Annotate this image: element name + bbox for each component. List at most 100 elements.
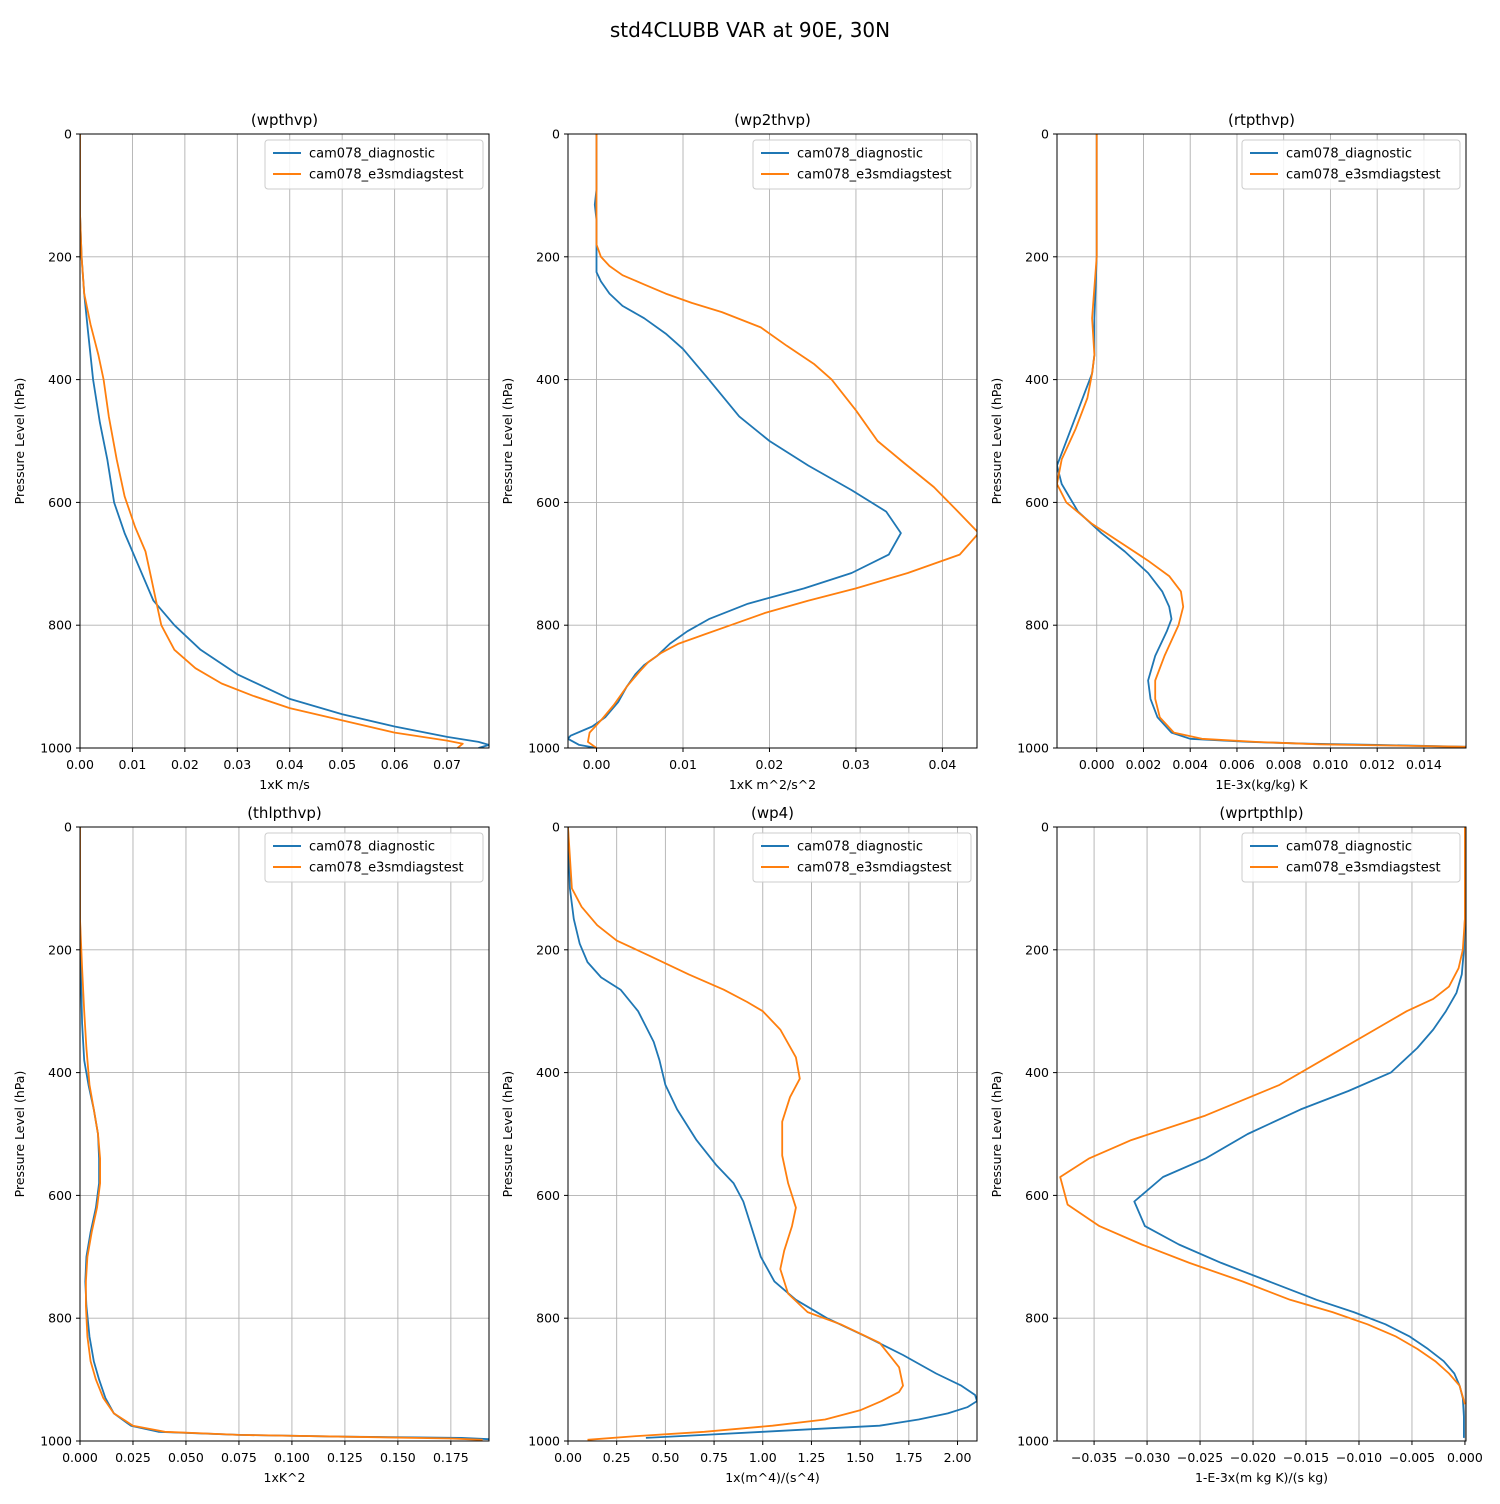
legend: cam078_diagnostic cam078_e3smdiagstest <box>264 832 484 883</box>
y-tick-label: 600 <box>1025 1188 1049 1203</box>
legend-label: cam078_e3smdiagstest <box>1286 861 1441 876</box>
x-tick-label: 1.75 <box>895 1450 923 1465</box>
y-tick-label: 1000 <box>40 741 72 756</box>
panel-title: (thlpthvp) <box>247 804 322 822</box>
panel-title: (wp4) <box>751 804 794 822</box>
panel-title: (wprtpthlp) <box>1219 804 1303 822</box>
x-tick-label: 0.01 <box>669 757 697 772</box>
x-tick-label: 0.012 <box>1359 757 1395 772</box>
y-tick-label: 600 <box>1025 495 1049 510</box>
x-tick-label: 0.006 <box>1219 757 1255 772</box>
x-axis-label: 1E-3x(kg/kg) K <box>1215 777 1308 792</box>
x-tick-label: 0.07 <box>433 757 461 772</box>
legend: cam078_diagnostic cam078_e3smdiagstest <box>264 139 484 190</box>
x-tick-label: 0.025 <box>115 1450 151 1465</box>
y-tick-label: 400 <box>48 372 72 387</box>
y-tick-label: 1000 <box>1017 1434 1049 1449</box>
legend: cam078_diagnostic cam078_e3smdiagstest <box>1241 139 1461 190</box>
y-tick-label: 1000 <box>1017 741 1049 756</box>
legend-box <box>1241 832 1461 883</box>
y-tick-label: 600 <box>48 495 72 510</box>
y-tick-label: 0 <box>64 820 72 835</box>
y-axis-label: Pressure Level (hPa) <box>989 1071 1004 1198</box>
y-tick-label: 0 <box>64 127 72 142</box>
x-axis-label: 1-E-3x(m kg K)/(s kg) <box>1195 1470 1328 1485</box>
y-tick-label: 800 <box>48 1311 72 1326</box>
x-tick-label: 0.010 <box>1313 757 1349 772</box>
y-tick-label: 1000 <box>40 1434 72 1449</box>
x-tick-label: 0.100 <box>274 1450 310 1465</box>
x-tick-label: 0.000 <box>62 1450 98 1465</box>
x-tick-label: 0.06 <box>381 757 409 772</box>
y-tick-label: 200 <box>536 942 560 957</box>
x-tick-label: 0.008 <box>1266 757 1302 772</box>
series-line-cam078_e3smdiagstest <box>80 134 464 748</box>
x-tick-label: 0.03 <box>842 757 870 772</box>
y-tick-label: 200 <box>1025 942 1049 957</box>
legend: cam078_diagnostic cam078_e3smdiagstest <box>752 139 972 190</box>
y-tick-label: 200 <box>48 249 72 264</box>
y-tick-label: 800 <box>1025 618 1049 633</box>
series-line-cam078_e3smdiagstest <box>1059 827 1466 1405</box>
series-line-cam078_e3smdiagstest <box>1057 134 1466 748</box>
x-tick-label: −0.030 <box>1124 1450 1170 1465</box>
y-axis-label: Pressure Level (hPa) <box>500 378 515 505</box>
x-tick-label: 0.02 <box>171 757 199 772</box>
axes-frame <box>567 826 978 1442</box>
legend-label: cam078_e3smdiagstest <box>309 861 464 876</box>
x-axis-label: 1xK m/s <box>259 777 309 792</box>
series-line-cam078_diagnostic <box>568 827 977 1439</box>
x-tick-label: 0.000 <box>1079 757 1115 772</box>
y-tick-label: 200 <box>536 249 560 264</box>
x-tick-label: −0.020 <box>1230 1450 1276 1465</box>
x-tick-label: 0.050 <box>168 1450 204 1465</box>
y-tick-label: 400 <box>536 1065 560 1080</box>
axes-frame <box>1056 826 1467 1442</box>
y-tick-label: 800 <box>1025 1311 1049 1326</box>
x-tick-label: −0.010 <box>1336 1450 1382 1465</box>
series-line-cam078_diagnostic <box>1133 827 1466 1438</box>
x-tick-label: −0.015 <box>1283 1450 1329 1465</box>
y-axis-label: Pressure Level (hPa) <box>989 378 1004 505</box>
legend-label: cam078_diagnostic <box>309 147 435 162</box>
chart-panel: 0.000 0.025 0.050 0.075 0.100 0.125 0.150 0.175… <box>12 804 490 1485</box>
x-tick-label: 0.00 <box>554 1450 582 1465</box>
y-tick-label: 400 <box>536 372 560 387</box>
x-tick-label: 0.04 <box>276 757 304 772</box>
x-tick-label: 0.00 <box>583 757 611 772</box>
x-axis-label: 1x(m^4)/(s^4) <box>725 1470 820 1485</box>
legend: cam078_diagnostic cam078_e3smdiagstest <box>1241 832 1461 883</box>
x-axis-label: 1xK m^2/s^2 <box>729 777 816 792</box>
x-tick-label: 2.00 <box>944 1450 972 1465</box>
y-tick-label: 1000 <box>528 741 560 756</box>
legend: cam078_diagnostic cam078_e3smdiagstest <box>752 832 972 883</box>
legend-label: cam078_diagnostic <box>1286 840 1412 855</box>
y-tick-label: 600 <box>536 1188 560 1203</box>
x-tick-label: 1.25 <box>798 1450 826 1465</box>
axes-frame <box>79 826 490 1442</box>
y-tick-label: 600 <box>48 1188 72 1203</box>
y-tick-label: 400 <box>1025 1065 1049 1080</box>
y-tick-label: 200 <box>1025 249 1049 264</box>
panel-title: (wp2thvp) <box>734 111 811 129</box>
y-tick-label: 0 <box>552 127 560 142</box>
x-axis-label: 1xK^2 <box>264 1470 306 1485</box>
x-tick-label: −0.025 <box>1177 1450 1223 1465</box>
x-tick-label: 0.25 <box>603 1450 631 1465</box>
legend-label: cam078_e3smdiagstest <box>309 168 464 183</box>
y-tick-label: 0 <box>1041 127 1049 142</box>
panel-title: (rtpthvp) <box>1228 111 1295 129</box>
x-tick-label: 0.014 <box>1406 757 1442 772</box>
legend-label: cam078_diagnostic <box>1286 147 1412 162</box>
y-axis-label: Pressure Level (hPa) <box>12 378 27 505</box>
legend-box <box>752 832 972 883</box>
y-tick-label: 200 <box>48 942 72 957</box>
x-tick-label: 0.04 <box>928 757 956 772</box>
y-axis-label: Pressure Level (hPa) <box>12 1071 27 1198</box>
legend-label: cam078_e3smdiagstest <box>797 861 952 876</box>
figure-title: std4CLUBB VAR at 90E, 30N <box>610 18 890 42</box>
chart-panel: 0.00 0.01 0.02 0.03 0.04 0.05 0.06 0.07 0 200 400 6… <box>12 111 490 792</box>
legend-label: cam078_diagnostic <box>797 147 923 162</box>
